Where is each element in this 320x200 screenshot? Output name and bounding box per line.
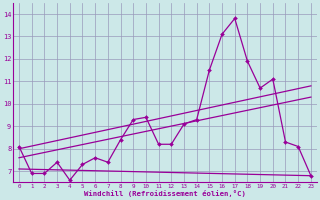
- X-axis label: Windchill (Refroidissement éolien,°C): Windchill (Refroidissement éolien,°C): [84, 190, 246, 197]
